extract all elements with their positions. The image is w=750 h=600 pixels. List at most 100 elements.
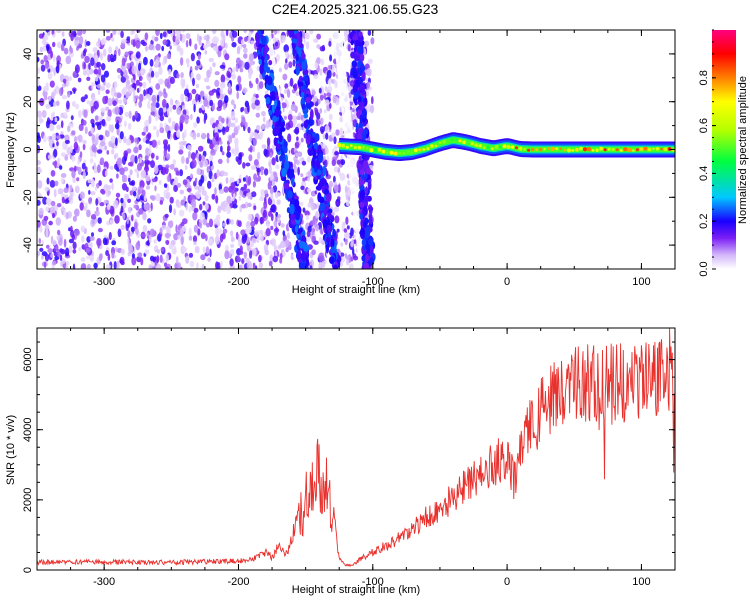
noise-speck [280,240,286,249]
noise-speck [176,202,182,208]
noise-speck [105,30,111,33]
noise-speck [196,262,199,269]
noise-speck [352,248,355,256]
noise-speck [324,159,328,168]
band-speck [294,199,300,209]
noise-speck [106,150,110,155]
noise-speck [53,101,57,107]
noise-speck [63,199,70,204]
signal-peak [499,145,502,149]
noise-speck [148,43,154,51]
noise-speck [247,36,251,44]
signal-peak [478,144,483,148]
band-speck [275,108,280,118]
noise-speck [123,120,127,128]
signal-peak [426,147,430,151]
noise-speck [175,224,178,233]
band-speck [274,99,278,107]
noise-speck [203,98,209,107]
spectrogram-x-axis-label: Height of straight line (km) [292,284,420,296]
noise-speck [218,115,223,122]
noise-speck [59,87,64,96]
noise-speck [282,73,288,81]
noise-speck [148,115,152,125]
band-speck [294,225,299,233]
x-tick-label: 0 [504,576,510,588]
noise-speck [255,77,259,85]
noise-speck [243,47,248,54]
noise-speck [114,91,118,97]
noise-speck [138,100,143,108]
noise-speck [338,171,341,176]
noise-speck [241,236,247,244]
noise-speck [223,171,228,177]
colorbar-tick-label: 0.2 [698,214,710,229]
noise-speck [133,186,136,191]
noise-speck [252,264,256,269]
signal-peak [381,149,386,154]
noise-speck [234,117,239,124]
noise-speck [192,131,197,140]
noise-speck [142,81,147,89]
snr-line-plot [37,328,675,568]
noise-speck [163,147,167,157]
noise-speck [196,167,201,175]
noise-speck [105,130,110,138]
noise-speck [67,125,71,132]
noise-speck [59,254,63,261]
spectrogram-x-ticks: -300 -200 -100 0 100 [36,30,676,288]
noise-speck [313,240,319,245]
noise-speck [185,255,190,264]
noise-speck [190,113,193,121]
band-speck [298,262,303,269]
band-speck [314,166,318,173]
noise-speck [218,189,225,194]
noise-speck [164,142,168,149]
noise-speck [38,207,44,216]
figure-title: C2E4.2025.321.06.55.G23 [272,1,439,17]
noise-speck [249,145,253,153]
band-speck [278,134,283,143]
noise-speck [193,103,196,113]
noise-speck [53,145,59,150]
noise-speck [138,208,144,215]
noise-speck [101,118,106,127]
noise-speck [243,30,248,34]
noise-speck [68,238,74,244]
noise-speck [164,213,169,218]
noise-speck [340,159,346,166]
noise-speck [200,175,205,184]
signal-peak [350,144,353,147]
noise-speck [239,67,244,73]
signal-peak [398,151,402,155]
band-speck [297,81,304,87]
noise-speck [125,222,129,231]
noise-speck [370,104,375,114]
noise-speck [252,145,255,153]
band-speck [366,243,370,255]
noise-speck [78,123,84,132]
noise-speck [43,261,47,269]
signal-peak [353,145,357,150]
noise-speck [220,74,226,84]
signal-peak [494,145,499,149]
spectrogram-y-ticks: -40 -20 0 20 40 [22,29,675,270]
noise-speck [344,237,348,246]
noise-speck [314,109,319,116]
band-speck [326,236,331,243]
noise-speck [258,229,264,235]
band-speck [358,76,363,85]
band-speck [326,224,333,234]
noise-speck [48,139,53,148]
y-tick-label: 20 [22,96,34,108]
noise-speck [191,159,197,169]
noise-speck [217,158,223,164]
noise-speck [207,180,212,189]
noise-speck [271,157,276,166]
noise-speck [296,159,300,166]
noise-speck [266,137,271,147]
noise-speck [211,30,217,35]
noise-speck [296,136,299,141]
noise-speck [37,220,41,228]
noise-speck [365,77,368,83]
